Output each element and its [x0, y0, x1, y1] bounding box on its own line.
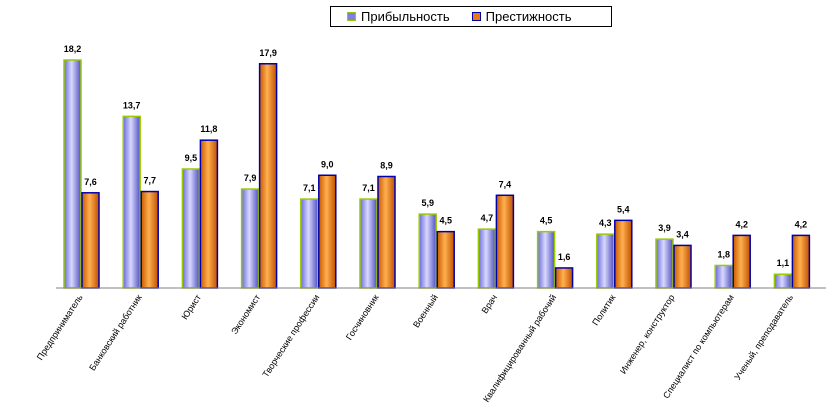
- value-label-profitability: 9,5: [185, 153, 198, 163]
- category-label: Госчиновник: [344, 293, 381, 342]
- bar-prestige: [258, 63, 278, 289]
- value-label-profitability: 1,8: [717, 249, 730, 259]
- legend-item-prestige: Престижность: [471, 9, 572, 24]
- category-labels-group: Предприниматель Банковский работник Юрист Э…: [35, 292, 795, 404]
- bar-prestige: [673, 244, 692, 289]
- category-label: Военный: [411, 293, 440, 330]
- bar-prestige: [318, 174, 337, 289]
- value-label-prestige: 7,7: [143, 176, 156, 186]
- bar-profitability: [300, 198, 319, 289]
- value-label-profitability: 7,9: [244, 173, 257, 183]
- bar-profitability: [655, 238, 674, 289]
- value-label-prestige: 5,4: [617, 204, 630, 214]
- value-label-prestige: 3,4: [676, 229, 689, 239]
- bars-group: [63, 59, 811, 289]
- value-label-profitability: 7,1: [362, 183, 375, 193]
- bar-prestige: [377, 175, 396, 289]
- value-label-profitability: 5,9: [421, 198, 434, 208]
- legend: Прибыльность Престижность: [330, 6, 612, 27]
- bar-profitability: [122, 115, 141, 289]
- value-label-prestige: 1,6: [558, 252, 571, 262]
- bar-prestige: [199, 139, 219, 289]
- bar-prestige: [495, 194, 515, 289]
- value-label-prestige: 8,9: [380, 161, 393, 171]
- category-label: Ученый, преподаватель: [732, 292, 795, 381]
- bar-prestige: [81, 192, 100, 289]
- value-label-profitability: 4,7: [481, 213, 494, 223]
- bar-prestige: [732, 234, 751, 289]
- value-label-profitability: 4,5: [540, 216, 553, 226]
- category-label: Экономист: [229, 293, 262, 336]
- value-label-prestige: 4,2: [735, 219, 748, 229]
- category-label: Специалист по компьютерам: [661, 293, 736, 401]
- value-label-prestige: 17,9: [259, 48, 277, 58]
- bar-prestige: [436, 230, 455, 289]
- value-label-profitability: 18,2: [64, 44, 82, 54]
- bar-profitability: [359, 198, 378, 289]
- value-label-prestige: 7,6: [84, 177, 97, 187]
- value-label-profitability: 3,9: [658, 223, 671, 233]
- bar-prestige: [554, 267, 574, 289]
- category-label: Банковский работник: [87, 293, 144, 373]
- bar-profitability: [536, 230, 556, 289]
- bar-prestige: [791, 234, 811, 289]
- value-label-prestige: 9,0: [321, 159, 334, 169]
- category-label: Творческие профессии: [260, 293, 321, 379]
- bar-profitability: [596, 233, 615, 289]
- category-label: Квалифицированный рабочий: [481, 293, 558, 404]
- legend-swatch-prestige: [471, 12, 481, 21]
- legend-item-profitability: Прибыльность: [347, 9, 450, 24]
- bar-profitability: [418, 213, 437, 289]
- value-label-prestige: 4,5: [439, 216, 452, 226]
- category-label: Политик: [590, 293, 617, 328]
- bar-profitability: [773, 273, 793, 289]
- category-label: Инженер, конструктор: [618, 293, 677, 376]
- legend-swatch-profitability: [347, 12, 356, 21]
- category-label: Врач: [480, 292, 500, 315]
- legend-label-prestige: Престижность: [485, 9, 572, 24]
- bar-prestige: [614, 219, 633, 289]
- value-label-profitability: 1,1: [777, 258, 790, 268]
- value-label-prestige: 4,2: [795, 219, 808, 229]
- value-label-prestige: 7,4: [499, 179, 512, 189]
- bar-profitability: [181, 168, 201, 289]
- value-labels-group: 18,2 7,6 13,7 7,7 9,5 11,8 7,9 17,9 7,1 9,0 7,1 8,9…: [64, 44, 807, 268]
- category-label: Предприниматель: [35, 292, 85, 362]
- legend-label-profitability: Прибыльность: [361, 9, 450, 24]
- bar-profitability: [714, 264, 733, 289]
- bar-profitability: [63, 59, 82, 289]
- bar-prestige: [140, 190, 159, 289]
- value-label-profitability: 13,7: [123, 100, 141, 110]
- value-label-prestige: 11,8: [200, 124, 217, 134]
- value-label-profitability: 7,1: [303, 183, 316, 193]
- value-label-profitability: 4,3: [599, 218, 612, 228]
- bar-profitability: [240, 188, 260, 289]
- category-label: Юрист: [180, 293, 204, 322]
- bar-profitability: [477, 228, 497, 289]
